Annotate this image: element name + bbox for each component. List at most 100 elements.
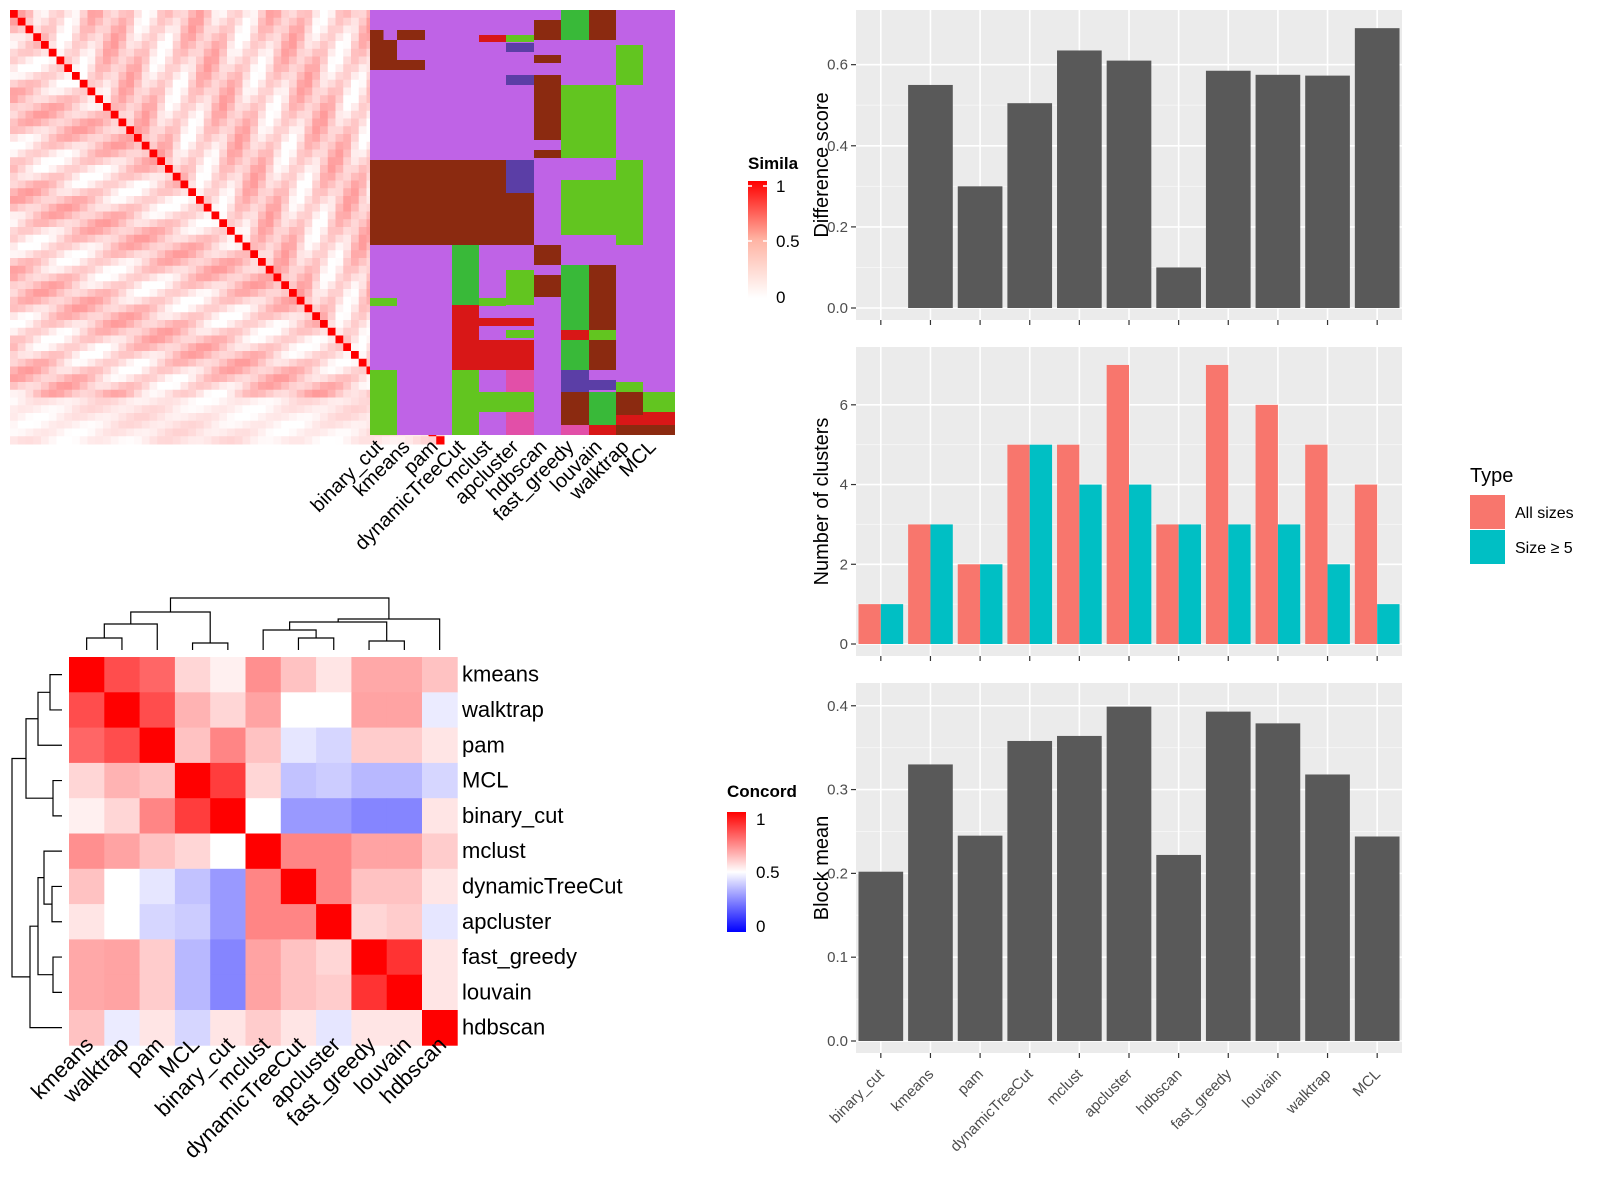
similarity-cell: [103, 436, 112, 445]
similarity-cell: [343, 420, 352, 429]
y-tick-label: 0.2: [827, 865, 848, 882]
similarity-cell: [211, 172, 220, 181]
similarity-cell: [64, 165, 73, 174]
similarity-cell: [265, 374, 274, 383]
similarity-cell: [56, 227, 65, 236]
similarity-cell: [33, 227, 42, 236]
similarity-cell: [87, 397, 96, 406]
concordance-cell: [104, 692, 140, 728]
similarity-cell: [188, 25, 197, 34]
similarity-cell: [188, 33, 197, 42]
similarity-cell: [87, 72, 96, 81]
similarity-cell: [172, 188, 181, 197]
similarity-cell: [79, 234, 88, 243]
similarity-cell: [118, 343, 127, 352]
similarity-cell: [72, 211, 81, 220]
similarity-cell: [273, 17, 282, 26]
similarity-cell: [296, 343, 305, 352]
similarity-cell: [273, 273, 282, 282]
similarity-cell: [95, 188, 104, 197]
concordance-cell: [104, 904, 140, 940]
similarity-cell: [196, 258, 205, 267]
row-dendrogram-branch: [43, 850, 62, 905]
similarity-cell: [95, 289, 104, 298]
similarity-cell: [234, 234, 243, 243]
similarity-cell: [211, 234, 220, 243]
similarity-cell: [48, 351, 57, 360]
similarity-cell: [335, 203, 344, 212]
similarity-cell: [56, 242, 65, 251]
bar: [1007, 103, 1053, 308]
similarity-cell: [250, 180, 259, 189]
similarity-cell: [351, 110, 360, 119]
similarity-cell: [188, 56, 197, 65]
concordance-cell: [210, 974, 246, 1011]
similarity-cell: [41, 25, 50, 34]
similarity-cell: [327, 41, 336, 50]
similarity-cell: [250, 335, 259, 344]
similarity-cell: [258, 335, 267, 344]
similarity-cell: [95, 436, 104, 445]
similarity-cell: [25, 188, 34, 197]
similarity-cell: [87, 203, 96, 212]
similarity-cell: [64, 72, 73, 81]
similarity-cell: [258, 343, 267, 352]
similarity-cell: [48, 203, 57, 212]
similarity-cell: [141, 312, 150, 321]
similarity-cell: [312, 64, 321, 73]
similarity-cell: [17, 118, 26, 127]
similarity-cell: [110, 320, 119, 329]
similarity-cell: [141, 343, 150, 352]
similarity-cell: [25, 273, 34, 282]
similarity-cell: [281, 95, 290, 104]
similarity-cell: [351, 87, 360, 96]
similarity-cell: [103, 382, 112, 391]
similarity-cell: [188, 320, 197, 329]
similarity-cell: [48, 72, 57, 81]
similarity-cell: [312, 188, 321, 197]
concordance-cell: [280, 833, 317, 870]
similarity-cell: [25, 382, 34, 391]
similarity-cell: [203, 95, 212, 104]
similarity-cell: [320, 110, 329, 119]
similarity-cell: [250, 250, 259, 259]
similarity-cell: [250, 56, 259, 65]
similarity-cell: [87, 382, 96, 391]
concordance-cell: [245, 657, 282, 693]
similarity-cell: [172, 420, 181, 429]
similarity-cell: [141, 351, 150, 360]
similarity-cell: [180, 358, 189, 367]
similarity-cell: [203, 180, 212, 189]
similarity-cell: [327, 33, 336, 42]
similarity-cell: [358, 327, 367, 336]
similarity-cell: [351, 17, 360, 26]
similarity-cell: [41, 134, 50, 143]
similarity-cell: [188, 118, 197, 127]
similarity-cell: [312, 227, 321, 236]
similarity-cell: [79, 227, 88, 236]
similarity-cell: [95, 72, 104, 81]
similarity-cell: [41, 389, 50, 398]
similarity-cell: [165, 134, 174, 143]
membership-block: [506, 35, 534, 42]
x-tick-label: apcluster: [1081, 1066, 1136, 1121]
similarity-cell: [312, 95, 321, 104]
similarity-cell: [25, 141, 34, 150]
similarity-cell: [289, 64, 298, 73]
similarity-cell: [188, 141, 197, 150]
similarity-cell: [79, 149, 88, 158]
similarity-cell: [219, 227, 228, 236]
similarity-cell: [203, 149, 212, 158]
similarity-cell: [196, 103, 205, 112]
bar: [957, 186, 1003, 308]
similarity-cell: [149, 242, 158, 251]
row-dendrogram-branch: [49, 674, 62, 711]
similarity-cell: [351, 79, 360, 88]
similarity-cell: [141, 265, 150, 274]
similarity-cell: [312, 17, 321, 26]
similarity-cell: [327, 281, 336, 290]
similarity-cell: [203, 56, 212, 65]
legend-label-all-sizes: All sizes: [1515, 505, 1574, 522]
concordance-row-label: kmeans: [462, 662, 539, 687]
similarity-cell: [219, 389, 228, 398]
